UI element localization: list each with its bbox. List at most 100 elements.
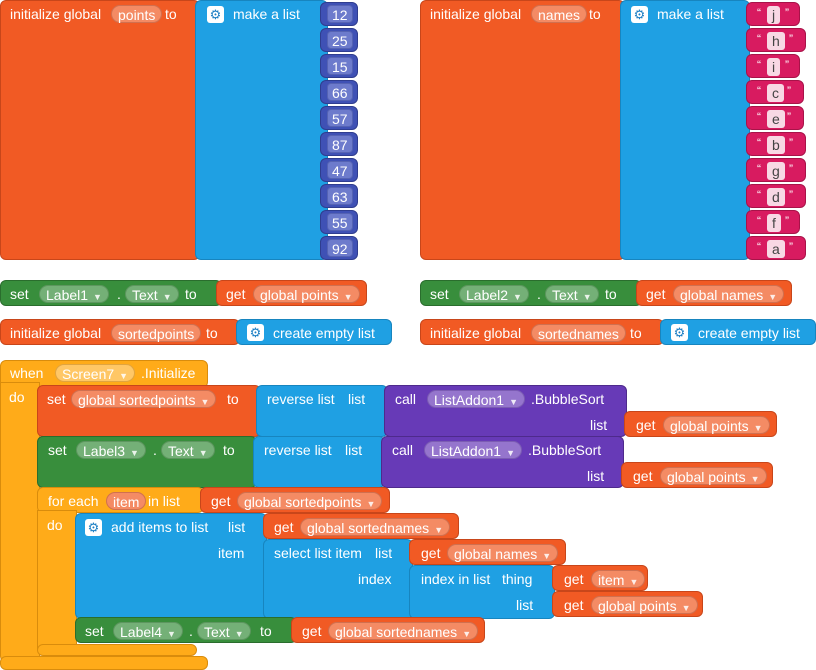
for-each-block[interactable]: for each item in list [37, 487, 204, 513]
loop-var-item[interactable]: item [106, 492, 147, 510]
reverse-list-block[interactable]: reverse list list [253, 436, 385, 488]
component-dropdown[interactable]: Label4 ▼ [113, 622, 183, 640]
get-global-sortedpoints-block[interactable]: get global sortedpoints ▼ [200, 487, 390, 513]
var-dropdown[interactable]: global names ▼ [447, 544, 559, 562]
string-value[interactable]: g [767, 162, 785, 180]
var-name-points[interactable]: points [111, 5, 163, 23]
text-block[interactable]: “ c” [746, 80, 804, 104]
component-dropdown[interactable]: Label2 ▼ [459, 285, 529, 303]
string-value[interactable]: i [767, 58, 781, 76]
make-list-names-block[interactable]: ⚙ make a list [620, 0, 750, 260]
num-block[interactable]: 87 [320, 132, 358, 156]
component-dropdown[interactable]: Label3 ▼ [76, 441, 146, 459]
set-label3-text-block[interactable]: set Label3 ▼ . Text ▼ to [37, 436, 257, 488]
num-block[interactable]: 25 [320, 28, 358, 52]
get-global-sortednames-block[interactable]: get global sortednames ▼ [263, 513, 459, 539]
number-value[interactable]: 92 [327, 239, 353, 257]
gear-icon[interactable]: ⚙ [85, 519, 102, 536]
string-value[interactable]: f [767, 214, 781, 232]
get-global-points-block[interactable]: get global points ▼ [216, 280, 367, 306]
property-dropdown[interactable]: Text ▼ [161, 441, 215, 459]
get-global-sortednames-block[interactable]: get global sortednames ▼ [291, 617, 485, 643]
number-value[interactable]: 87 [327, 135, 353, 153]
num-block[interactable]: 15 [320, 54, 358, 78]
string-value[interactable]: a [767, 240, 785, 258]
var-dropdown[interactable]: global points ▼ [253, 285, 360, 303]
set-label2-text-block[interactable]: set Label2 ▼ . Text ▼ to [420, 280, 642, 306]
get-item-block[interactable]: get item ▼ [552, 565, 648, 591]
text-block[interactable]: “ d ” [746, 184, 806, 208]
var-dropdown[interactable]: global sortedpoints ▼ [237, 492, 383, 510]
screen-dropdown[interactable]: Screen7 ▼ [55, 364, 136, 382]
init-sortedpoints-block[interactable]: initialize global sortedpoints to [0, 319, 240, 345]
text-block[interactable]: “ e” [746, 106, 804, 130]
var-dropdown[interactable]: global sortednames ▼ [300, 518, 451, 536]
get-global-points-block[interactable]: get global points ▼ [552, 591, 703, 617]
text-block[interactable]: “ j ” [746, 2, 800, 26]
create-empty-list-block[interactable]: ⚙ create empty list [236, 319, 392, 345]
string-value[interactable]: b [767, 136, 785, 154]
gear-icon[interactable]: ⚙ [247, 324, 264, 341]
reverse-list-block[interactable]: reverse list list [256, 385, 388, 437]
number-value[interactable]: 57 [327, 109, 353, 127]
num-block[interactable]: 57 [320, 106, 358, 130]
string-value[interactable]: j [767, 6, 781, 24]
get-global-points-block[interactable]: get global points ▼ [624, 411, 777, 437]
component-dropdown[interactable]: ListAddon1 ▼ [424, 441, 522, 459]
number-value[interactable]: 47 [327, 161, 353, 179]
number-value[interactable]: 66 [327, 83, 353, 101]
var-dropdown[interactable]: global points ▼ [663, 416, 770, 434]
init-names-block[interactable]: initialize global names to [420, 0, 625, 260]
property-dropdown[interactable]: Text ▼ [197, 622, 251, 640]
init-sortednames-block[interactable]: initialize global sortednames to [420, 319, 664, 345]
var-dropdown[interactable]: global points ▼ [660, 467, 767, 485]
call-bubblesort-block[interactable]: call ListAddon1 ▼ .BubbleSort list [384, 385, 627, 437]
num-block[interactable]: 12 [320, 2, 358, 26]
property-dropdown[interactable]: Text ▼ [125, 285, 179, 303]
var-dropdown[interactable]: global names ▼ [673, 285, 785, 303]
var-dropdown[interactable]: global points ▼ [591, 596, 698, 614]
number-value[interactable]: 15 [327, 57, 353, 75]
property-dropdown[interactable]: Text ▼ [545, 285, 599, 303]
add-items-to-list-block[interactable]: ⚙ add items to list list item [75, 513, 267, 619]
gear-icon[interactable]: ⚙ [631, 6, 648, 23]
var-dropdown[interactable]: global sortednames ▼ [328, 622, 479, 640]
set-label1-text-block[interactable]: set Label1 ▼ . Text ▼ to [0, 280, 222, 306]
text-block[interactable]: “ i ” [746, 54, 800, 78]
text-block[interactable]: “ h ” [746, 28, 806, 52]
string-value[interactable]: e [767, 110, 785, 128]
set-sortedpoints-block[interactable]: set global sortedpoints ▼ to [37, 385, 261, 437]
create-empty-list-block[interactable]: ⚙ create empty list [660, 319, 816, 345]
var-name-sortednames[interactable]: sortednames [531, 324, 626, 342]
get-global-points-block[interactable]: get global points ▼ [621, 462, 773, 488]
get-global-names-block[interactable]: get global names ▼ [409, 539, 566, 565]
make-list-points-block[interactable]: ⚙ make a list [195, 0, 328, 260]
gear-icon[interactable]: ⚙ [207, 6, 224, 23]
number-value[interactable]: 12 [327, 5, 353, 23]
text-block[interactable]: “ b ” [746, 132, 806, 156]
get-global-names-block[interactable]: get global names ▼ [636, 280, 792, 306]
num-block[interactable]: 55 [320, 210, 358, 234]
var-dropdown[interactable]: global sortedpoints ▼ [71, 390, 217, 408]
text-block[interactable]: “ g ” [746, 158, 806, 182]
number-value[interactable]: 55 [327, 213, 353, 231]
number-value[interactable]: 25 [327, 31, 353, 49]
gear-icon[interactable]: ⚙ [671, 324, 688, 341]
num-block[interactable]: 63 [320, 184, 358, 208]
component-dropdown[interactable]: Label1 ▼ [39, 285, 109, 303]
var-name-names[interactable]: names [531, 5, 588, 23]
init-points-block[interactable]: initialize global points to [0, 0, 200, 260]
text-block[interactable]: “ f ” [746, 210, 800, 234]
num-block[interactable]: 66 [320, 80, 358, 104]
string-value[interactable]: c [767, 84, 784, 102]
var-dropdown[interactable]: item ▼ [591, 570, 646, 588]
num-block[interactable]: 47 [320, 158, 358, 182]
call-bubblesort-block[interactable]: call ListAddon1 ▼ .BubbleSort list [381, 436, 624, 488]
string-value[interactable]: h [767, 32, 785, 50]
num-block[interactable]: 92 [320, 236, 358, 260]
string-value[interactable]: d [767, 188, 785, 206]
index-in-list-block[interactable]: index in list thing list [409, 565, 555, 619]
text-block[interactable]: “ a ” [746, 236, 806, 260]
component-dropdown[interactable]: ListAddon1 ▼ [427, 390, 525, 408]
select-list-item-block[interactable]: select list item list index [263, 539, 413, 619]
